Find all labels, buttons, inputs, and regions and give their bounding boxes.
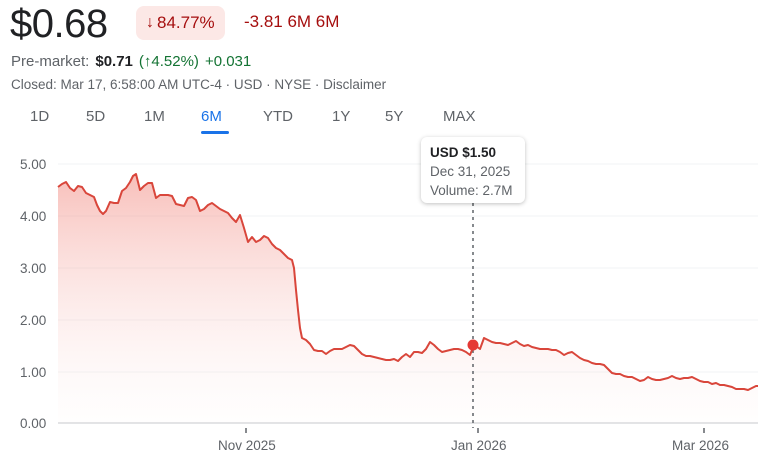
active-tab-indicator: [201, 131, 229, 134]
change-percent: 84.77%: [157, 13, 215, 32]
tab-1d[interactable]: 1D: [30, 108, 50, 125]
price-chart[interactable]: 5.00 4.00 3.00 2.00 1.00 0.00 Nov 2025 J…: [0, 140, 768, 457]
tab-6m[interactable]: 6M: [201, 108, 222, 125]
tooltip-price: USD $1.50: [430, 145, 497, 160]
current-price: $0.68: [10, 2, 108, 46]
tab-ytd[interactable]: YTD: [263, 108, 293, 125]
y-tick-label: 4.00: [20, 209, 46, 224]
price-line: [57, 173, 758, 391]
range-tabs: 1D 5D 1M 6M YTD 1Y 5Y MAX: [0, 104, 500, 136]
change-absolute: -3.81 6M 6M: [244, 12, 340, 31]
x-tick-label: Jan 2026: [451, 438, 507, 453]
premarket-row: Pre-market: $0.71 (↑4.52%) +0.031: [11, 53, 251, 70]
y-tick-label: 3.00: [20, 261, 46, 276]
tooltip-date: Dec 31, 2025: [430, 164, 511, 179]
y-tick-label: 1.00: [20, 365, 46, 380]
change-percent-badge: ↓ 84.77%: [136, 6, 225, 40]
tab-max[interactable]: MAX: [443, 108, 476, 125]
premarket-percent: (↑4.52%): [138, 53, 199, 70]
tab-5y[interactable]: 5Y: [385, 108, 404, 125]
x-tick-label: Nov 2025: [218, 438, 276, 453]
y-tick-label: 0.00: [20, 416, 46, 431]
arrow-down-icon: ↓: [146, 14, 154, 31]
tab-5d[interactable]: 5D: [86, 108, 106, 125]
premarket-price: $0.71: [95, 53, 133, 70]
x-axis-ticks: [245, 428, 705, 433]
tooltip-volume: Volume: 2.7M: [430, 183, 513, 198]
tab-1m[interactable]: 1M: [144, 108, 165, 125]
x-axis-labels: Nov 2025 Jan 2026 Mar 2026: [218, 438, 729, 453]
y-tick-label: 5.00: [20, 157, 46, 172]
x-tick-label: Mar 2026: [672, 438, 729, 453]
premarket-change: +0.031: [204, 53, 252, 70]
hover-point-marker: [467, 339, 479, 351]
tab-1y[interactable]: 1Y: [332, 108, 351, 125]
y-axis-labels: 5.00 4.00 3.00 2.00 1.00 0.00: [20, 157, 46, 431]
premarket-label: Pre-market:: [11, 53, 90, 70]
hover-tooltip: USD $1.50 Dec 31, 2025 Volume: 2.7M: [421, 137, 525, 203]
y-tick-label: 2.00: [20, 313, 46, 328]
market-status-line: Closed: Mar 17, 6:58:00 AM UTC-4 · USD ·…: [11, 77, 387, 92]
price-area-fill: [58, 174, 758, 423]
